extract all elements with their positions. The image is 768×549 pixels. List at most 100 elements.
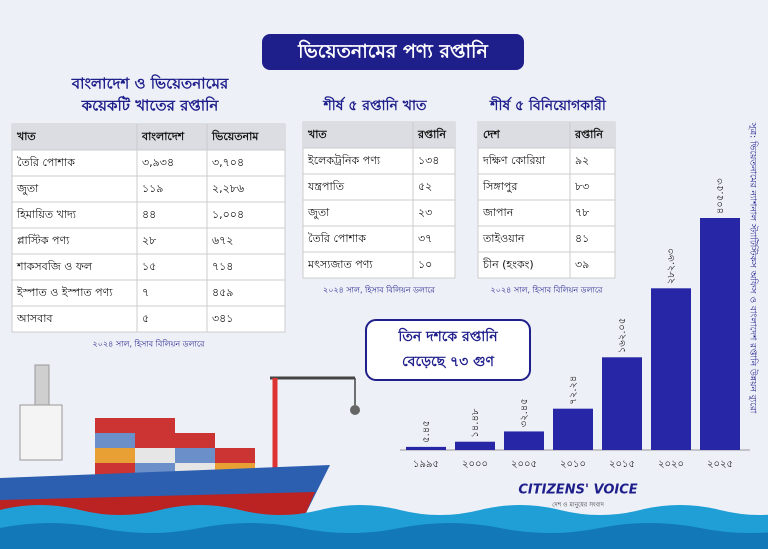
table-cell: আসবাব bbox=[16, 312, 53, 325]
table-header: বাংলাদেশ bbox=[141, 130, 185, 143]
container bbox=[135, 448, 175, 463]
table-cell: চীন (হংকং) bbox=[482, 258, 534, 271]
table-cell: ১৫ bbox=[142, 260, 156, 273]
table-cell: প্লাস্টিক পণ্য bbox=[17, 234, 70, 247]
table-cell: শাকসবজি ও ফল bbox=[16, 260, 93, 273]
x-tick-label: ২০২০ bbox=[658, 459, 684, 470]
value-label: ৭২.২৪ bbox=[568, 375, 579, 404]
container bbox=[135, 418, 175, 433]
table-cell: তৈরি পোশাক bbox=[308, 232, 366, 245]
table-cell: ৯২ bbox=[575, 154, 589, 167]
ship bbox=[0, 364, 360, 515]
callout-box bbox=[365, 319, 531, 381]
table-cell: তৈরি পোশাক bbox=[17, 156, 75, 169]
value-label: ২৮২.৬৩ bbox=[666, 248, 677, 284]
value-label: ১৬২.০৫ bbox=[617, 318, 628, 354]
table-cell: ২,২৮৬ bbox=[212, 182, 244, 195]
table-title: শীর্ষ ৫ বিনিয়োগকারী bbox=[489, 96, 607, 114]
title: ভিয়েতনামের পণ্য রপ্তানি bbox=[297, 40, 488, 63]
table-cell: ৪১ bbox=[575, 232, 589, 245]
crane-hook bbox=[350, 405, 360, 415]
logo: CITIZENS' VOICE bbox=[518, 483, 637, 498]
table-cell: ১,০০৪ bbox=[212, 208, 244, 221]
container bbox=[215, 448, 255, 463]
table-cell: ২৮ bbox=[142, 234, 156, 247]
table-title: বাংলাদেশ ও ভিয়েতনামের bbox=[71, 74, 229, 93]
table-cell: জুতা bbox=[16, 182, 39, 195]
table-cell: হিমায়িত খাদ্য bbox=[16, 208, 77, 221]
x-tick-label: ১৯৯৫ bbox=[413, 459, 439, 470]
table-cell: ৭১৪ bbox=[212, 260, 233, 273]
x-tick-label: ২০২৫ bbox=[707, 459, 733, 470]
table-cell: ইলেকট্রনিক পণ্য bbox=[307, 154, 381, 167]
table-header: খাত bbox=[307, 128, 327, 141]
value-label: ৫.৪৫ bbox=[421, 420, 432, 443]
table-cell: ২৩ bbox=[418, 206, 432, 219]
table-cell: ৩,৯৩৪ bbox=[142, 156, 174, 169]
water bbox=[0, 523, 768, 549]
container bbox=[95, 418, 135, 433]
value-label: ৩২.৪৫ bbox=[519, 398, 530, 427]
container bbox=[175, 433, 215, 448]
table-cell: ৩,৭০৪ bbox=[212, 156, 244, 169]
x-tick-label: ২০১৫ bbox=[609, 459, 635, 470]
table-cell: ৩৭ bbox=[418, 232, 432, 245]
bar bbox=[602, 357, 642, 450]
table-cell: ৫ bbox=[142, 312, 149, 325]
table-header: রপ্তানি bbox=[574, 127, 603, 141]
table-cell: ৭ bbox=[142, 286, 149, 299]
value-label: ৪০৫.৫৩ bbox=[715, 178, 726, 214]
callout-line: তিন দশকে রপ্তানি bbox=[397, 327, 498, 345]
table-cell: সিঙ্গাপুর bbox=[482, 180, 518, 193]
table-cell: ৪৫৯ bbox=[212, 286, 233, 299]
bar bbox=[553, 408, 593, 450]
table-header-bg bbox=[303, 122, 455, 148]
container bbox=[175, 448, 215, 463]
table-cell: জুতা bbox=[307, 206, 330, 219]
bar bbox=[406, 446, 446, 450]
table-title: কয়েকটি খাতের রপ্তানি bbox=[81, 96, 220, 115]
source: সূত্র: ভিয়েতনামের ন্যাশনাল স্ট্যাটিস্টি… bbox=[748, 122, 760, 414]
callout-line: বেড়েছে ৭৩ গুণ bbox=[402, 354, 495, 370]
table-cell: তাইওয়ান bbox=[482, 232, 525, 245]
table-cell: ১০ bbox=[418, 258, 432, 271]
table-header: রপ্তানি bbox=[417, 127, 446, 141]
table-cell: ১১৯ bbox=[142, 182, 163, 195]
container bbox=[95, 433, 135, 448]
x-tick-label: ২০০০ bbox=[462, 459, 488, 470]
table-note: ২০২৪ সাল, হিসাব বিলিয়ন ডলারে bbox=[491, 286, 603, 295]
bar bbox=[700, 218, 740, 450]
table-cell: ১৩৪ bbox=[418, 154, 439, 167]
table-cell: মৎস্যজাত পণ্য bbox=[307, 258, 373, 271]
bar bbox=[455, 441, 495, 450]
table-cell: ৭৮ bbox=[575, 206, 589, 219]
table-header: ভিয়েতনাম bbox=[211, 129, 259, 143]
table-cell: ৮৩ bbox=[575, 180, 589, 193]
x-tick-label: ২০১০ bbox=[560, 459, 586, 470]
bar bbox=[504, 431, 544, 450]
container bbox=[95, 448, 135, 463]
table-cell: ৫২ bbox=[418, 180, 432, 193]
x-tick-label: ২০০৫ bbox=[511, 459, 537, 470]
container bbox=[135, 433, 175, 448]
table-header-bg bbox=[12, 124, 285, 150]
bar bbox=[651, 288, 691, 450]
table-cell: ইস্পাত ও ইস্পাত পণ্য bbox=[16, 286, 113, 299]
table-header-bg bbox=[478, 122, 615, 148]
table-cell: ৩৯ bbox=[575, 258, 589, 271]
table-cell: ৬৭২ bbox=[212, 234, 233, 247]
table-title: শীর্ষ ৫ রপ্তানি খাত bbox=[322, 96, 427, 114]
mast bbox=[34, 364, 50, 406]
table-header: খাত bbox=[16, 130, 36, 143]
bridge bbox=[19, 404, 63, 461]
table-cell: ৩৪১ bbox=[212, 312, 233, 325]
table-header: দেশ bbox=[483, 128, 500, 141]
title-box bbox=[262, 34, 524, 70]
table-cell: দক্ষিণ কোরিয়া bbox=[482, 154, 546, 167]
table-cell: ৪৪ bbox=[142, 208, 156, 221]
table-note: ২০২৪ সাল, হিসাব বিলিয়ন ডলারে bbox=[93, 340, 205, 349]
table-cell: যন্ত্রপাতি bbox=[307, 180, 345, 193]
logo-tagline: দেশ ও মানুষের সংবাদ bbox=[552, 502, 605, 509]
value-label: ১৪.৪৮ bbox=[470, 408, 481, 438]
table-note: ২০২৪ সাল, হিসাব বিলিয়ন ডলারে bbox=[323, 286, 435, 295]
